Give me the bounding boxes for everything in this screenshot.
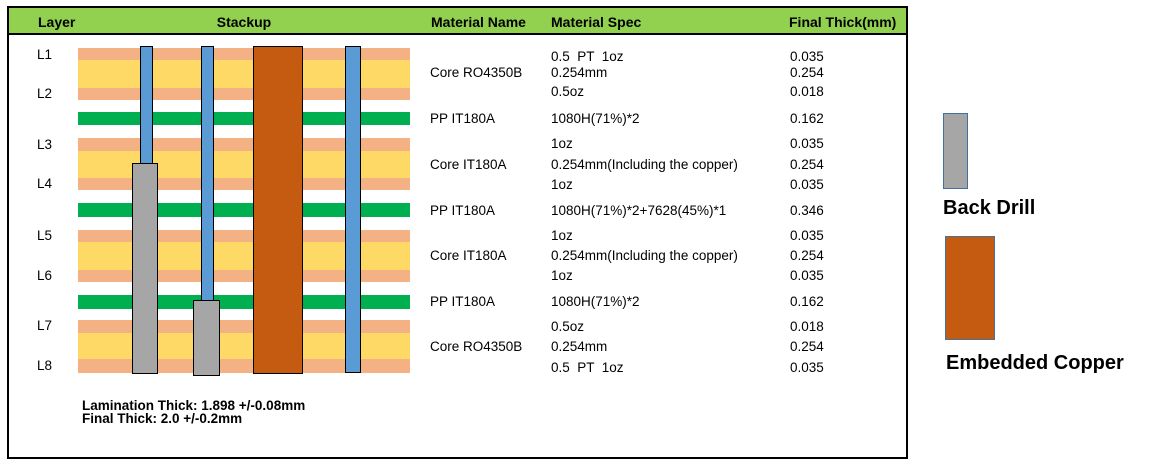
material-name: Core IT180A — [430, 248, 507, 263]
back-drill-2 — [193, 300, 220, 376]
final-thickness-note: Final Thick: 2.0 +/-0.2mm — [82, 411, 243, 426]
material-spec: 0.5oz — [551, 84, 585, 99]
copper-band-l1 — [78, 48, 410, 60]
prepreg-band-2 — [78, 203, 410, 217]
table-header-band — [9, 8, 906, 35]
material-name: Core RO4350B — [430, 65, 523, 80]
final-thickness: 0.035 — [790, 49, 824, 64]
back-drill-label: Back Drill — [943, 197, 1036, 219]
copper-band-l5 — [78, 230, 410, 242]
embedded-copper-swatch — [945, 236, 995, 340]
lamination-thickness-note: Lamination Thick: 1.898 +/-0.08mm — [82, 398, 306, 413]
final-thickness: 0.018 — [790, 84, 824, 99]
final-thickness: 0.162 — [790, 111, 824, 126]
layer-label-l5: L5 — [37, 228, 53, 243]
copper-band-l7 — [78, 320, 410, 333]
copper-band-l6 — [78, 270, 410, 282]
material-spec: 0.254mm(Including the copper) — [551, 248, 738, 263]
material-spec: 0.5oz — [551, 319, 585, 334]
final-thickness: 0.035 — [790, 177, 824, 192]
material-spec: 1080H(71%)*2 — [551, 294, 640, 309]
col-header-material-name: Material Name — [431, 14, 526, 30]
layer-label-l2: L2 — [37, 86, 53, 101]
material-name: PP IT180A — [430, 294, 496, 309]
layer-label-l8: L8 — [37, 358, 53, 373]
final-thickness: 0.035 — [790, 360, 824, 375]
final-thickness: 0.035 — [790, 136, 824, 151]
final-thickness: 0.035 — [790, 268, 824, 283]
material-spec: 1oz — [551, 136, 573, 151]
layer-label-l7: L7 — [37, 318, 53, 333]
embedded-copper-block — [253, 46, 303, 374]
back-drill-swatch — [943, 113, 968, 189]
layer-label-l6: L6 — [37, 268, 53, 283]
material-spec: 0.254mm — [551, 65, 608, 80]
via-2 — [201, 46, 214, 301]
final-thickness: 0.254 — [790, 248, 824, 263]
material-spec: 0.5 PT 1oz — [551, 49, 624, 64]
final-thickness: 0.162 — [790, 294, 824, 309]
final-thickness: 0.254 — [790, 65, 824, 80]
material-spec: 0.5 PT 1oz — [551, 360, 624, 375]
through-via — [345, 46, 361, 373]
copper-band-l4 — [78, 178, 410, 190]
layer-label-l3: L3 — [37, 137, 53, 152]
material-spec: 1oz — [551, 268, 573, 283]
material-spec: 1080H(71%)*2 — [551, 111, 640, 126]
material-name: PP IT180A — [430, 203, 496, 218]
material-spec: 0.254mm — [551, 339, 608, 354]
final-thickness: 0.035 — [790, 228, 824, 243]
material-spec: 1oz — [551, 177, 573, 192]
final-thickness: 0.254 — [790, 157, 824, 172]
prepreg-band-1 — [78, 112, 410, 125]
layer-label-l4: L4 — [37, 176, 53, 191]
final-thickness: 0.018 — [790, 319, 824, 334]
via-1 — [140, 46, 153, 164]
prepreg-band-3 — [78, 295, 410, 309]
layer-label-l1: L1 — [37, 47, 53, 62]
copper-band-l8 — [78, 359, 410, 373]
material-spec: 0.254mm(Including the copper) — [551, 157, 738, 172]
material-spec: 1oz — [551, 228, 573, 243]
final-thickness: 0.254 — [790, 339, 824, 354]
material-name: PP IT180A — [430, 111, 496, 126]
material-name: Core IT180A — [430, 157, 507, 172]
embedded-copper-label: Embedded Copper — [946, 352, 1124, 374]
final-thickness: 0.346 — [790, 203, 824, 218]
col-header-layer: Layer — [38, 14, 76, 30]
col-header-stackup: Stackup — [216, 14, 272, 30]
col-header-final-thick: Final Thick(mm) — [789, 14, 897, 30]
material-spec: 1080H(71%)*2+7628(45%)*1 — [551, 203, 727, 218]
material-name: Core RO4350B — [430, 339, 523, 354]
copper-band-l3 — [78, 138, 410, 151]
copper-band-l2 — [78, 88, 410, 100]
col-header-material-spec: Material Spec — [551, 14, 642, 30]
back-drill-1 — [132, 163, 158, 374]
